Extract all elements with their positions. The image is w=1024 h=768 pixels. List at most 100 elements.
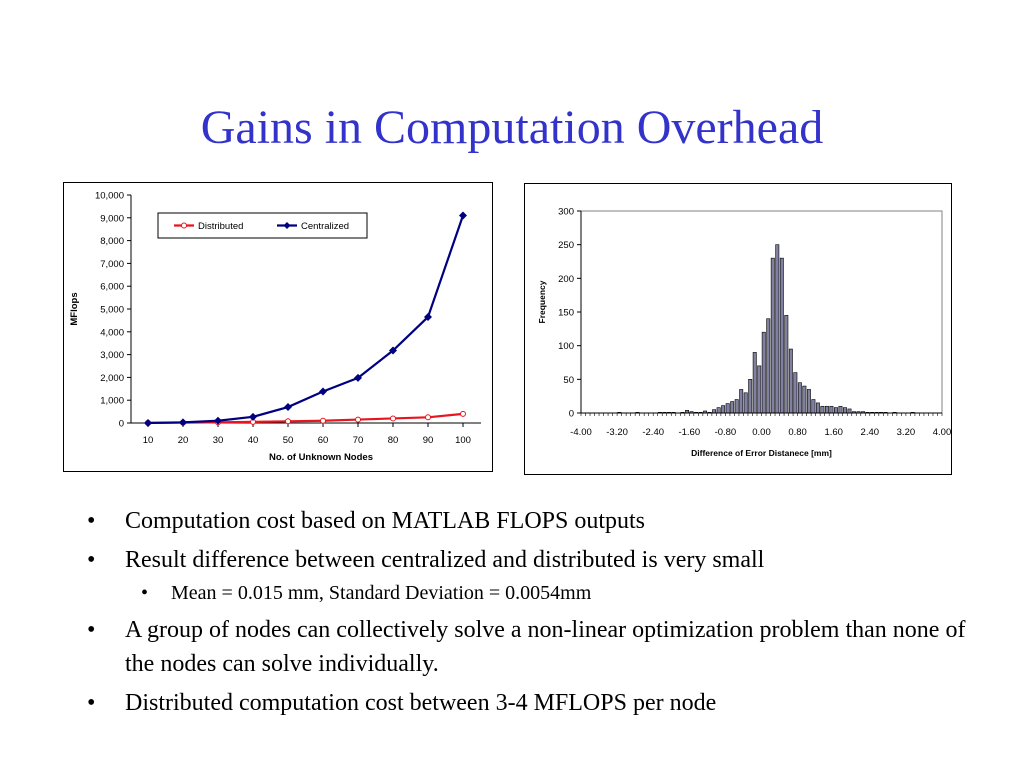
histogram-bar (748, 379, 753, 414)
y-tick-label: 0 (569, 409, 574, 420)
data-point-centralized (179, 418, 187, 427)
sub-bullet-item: • Mean = 0.015 mm, Standard Deviation = … (85, 580, 985, 606)
histogram-bar (725, 403, 730, 414)
data-point-centralized (214, 416, 222, 425)
histogram-bar (730, 401, 735, 414)
data-point-centralized (284, 403, 292, 412)
histogram-bar (766, 318, 771, 414)
data-point-distributed (460, 410, 466, 417)
error-histogram-chart-svg: 0 50 100 150 200 250 300 -4.00 -3.20 -2.40 -1.60 -0… (537, 207, 951, 459)
y-tick-label: 250 (558, 240, 574, 251)
bullet-dot: • (87, 617, 96, 643)
error-histogram-chart: 0 50 100 150 200 250 300 -4.00 -3.20 -2.40 -1.60 -0… (524, 183, 952, 475)
mflops-line-chart-svg: 0 1,000 2,000 3,000 4,000 5,000 6,000 7,000 8,00… (69, 191, 481, 463)
data-point-centralized (424, 312, 432, 321)
plot-area (580, 210, 943, 414)
bullet-text: Result difference between centralized an… (125, 547, 765, 573)
x-tick-label: -3.20 (606, 427, 628, 438)
histogram-bar (784, 315, 789, 414)
y-tick-label: 1,000 (100, 396, 124, 407)
histogram-bar (788, 348, 793, 414)
x-tick-label: 2.40 (861, 427, 880, 438)
histogram-bar (793, 372, 798, 414)
bullet-item: • A group of nodes can collectively solv… (85, 613, 985, 681)
histogram-bar (838, 405, 843, 414)
histogram-bar (734, 399, 739, 414)
y-tick-label: 2,000 (100, 373, 124, 384)
data-point-centralized (319, 387, 327, 396)
bullet-dot: • (87, 690, 96, 716)
y-tick-label: 4,000 (100, 327, 124, 338)
histogram-bar (843, 407, 847, 414)
x-tick-label: 0.00 (752, 427, 771, 438)
x-tick-label: -4.00 (570, 427, 592, 438)
bullet-item: • Distributed computation cost between 3… (85, 686, 985, 720)
x-tick-label: 1.60 (824, 427, 843, 438)
x-tick-label: 3.20 (897, 427, 916, 438)
y-tick-label: 300 (558, 207, 574, 218)
y-tick-label: 7,000 (100, 259, 124, 270)
legend-marker (283, 222, 291, 229)
y-tick-label: 3,000 (100, 350, 124, 361)
x-tick-label: 100 (455, 435, 471, 446)
x-tick-label: 20 (178, 435, 189, 446)
y-tick-label: 6,000 (100, 282, 124, 293)
bullet-list: • Computation cost based on MATLAB FLOPS… (85, 504, 985, 725)
histogram-bar (770, 257, 775, 414)
histogram-bar (779, 257, 784, 414)
x-tick-label: 0.80 (788, 427, 807, 438)
y-tick-label: 50 (563, 375, 574, 386)
data-point-centralized (459, 211, 467, 220)
slide-title: Gains in Computation Overhead (200, 101, 824, 154)
bullet-text: Mean = 0.015 mm, Standard Deviation = 0.… (171, 582, 592, 604)
histogram-bar (797, 382, 802, 414)
bullet-text: Distributed computation cost between 3-4… (125, 690, 717, 716)
histogram-bar (743, 392, 748, 414)
x-tick-label: 40 (248, 435, 259, 446)
data-point-centralized (389, 346, 397, 355)
x-tick-label: -0.80 (715, 427, 737, 438)
bullet-dot: • (87, 547, 96, 573)
histogram-bar (811, 399, 816, 414)
x-tick-label: 60 (318, 435, 329, 446)
bullet-item: • Result difference between centralized … (85, 543, 985, 577)
y-tick-label: 200 (558, 274, 574, 285)
legend-label-centralized: Centralized (301, 221, 349, 232)
legend-marker (181, 222, 187, 229)
y-tick-label: 8,000 (100, 236, 124, 247)
bullet-item: • Computation cost based on MATLAB FLOPS… (85, 504, 985, 538)
histogram-bar (739, 389, 744, 414)
bullet-dot: • (87, 508, 96, 534)
data-point-distributed (320, 417, 326, 424)
histogram-bar (824, 405, 829, 414)
data-point-distributed (285, 418, 291, 425)
x-tick-label: 10 (143, 435, 154, 446)
histogram-bar (847, 408, 852, 414)
y-tick-label: 100 (558, 341, 574, 352)
y-axis-title: Frequency (537, 280, 547, 323)
bullet-text: A group of nodes can collectively solve … (125, 617, 966, 677)
data-point-distributed (425, 414, 431, 421)
x-tick-label: 4.00 (933, 427, 951, 438)
histogram-bar (806, 389, 811, 414)
bullet-text: Computation cost based on MATLAB FLOPS o… (125, 508, 646, 534)
x-tick-label: -1.60 (678, 427, 700, 438)
histogram-bar (833, 407, 838, 414)
data-point-distributed (390, 415, 396, 422)
x-tick-label: 80 (388, 435, 399, 446)
y-tick-label: 10,000 (95, 191, 124, 202)
y-tick-label: 9,000 (100, 213, 124, 224)
x-tick-label: -2.40 (642, 427, 664, 438)
bullet-dot: • (141, 582, 149, 604)
histogram-bar (757, 365, 762, 414)
series-line-centralized (147, 215, 465, 425)
x-tick-label: 70 (353, 435, 364, 446)
x-tick-label: 90 (423, 435, 434, 446)
y-tick-label: 0 (119, 419, 124, 430)
histogram-bar (802, 385, 807, 414)
y-axis-title: MFlops (69, 292, 80, 325)
histogram-bar (761, 331, 766, 414)
mflops-line-chart: 0 1,000 2,000 3,000 4,000 5,000 6,000 7,000 8,00… (63, 182, 493, 472)
y-tick-label: 150 (558, 308, 574, 319)
x-tick-label: 30 (213, 435, 224, 446)
